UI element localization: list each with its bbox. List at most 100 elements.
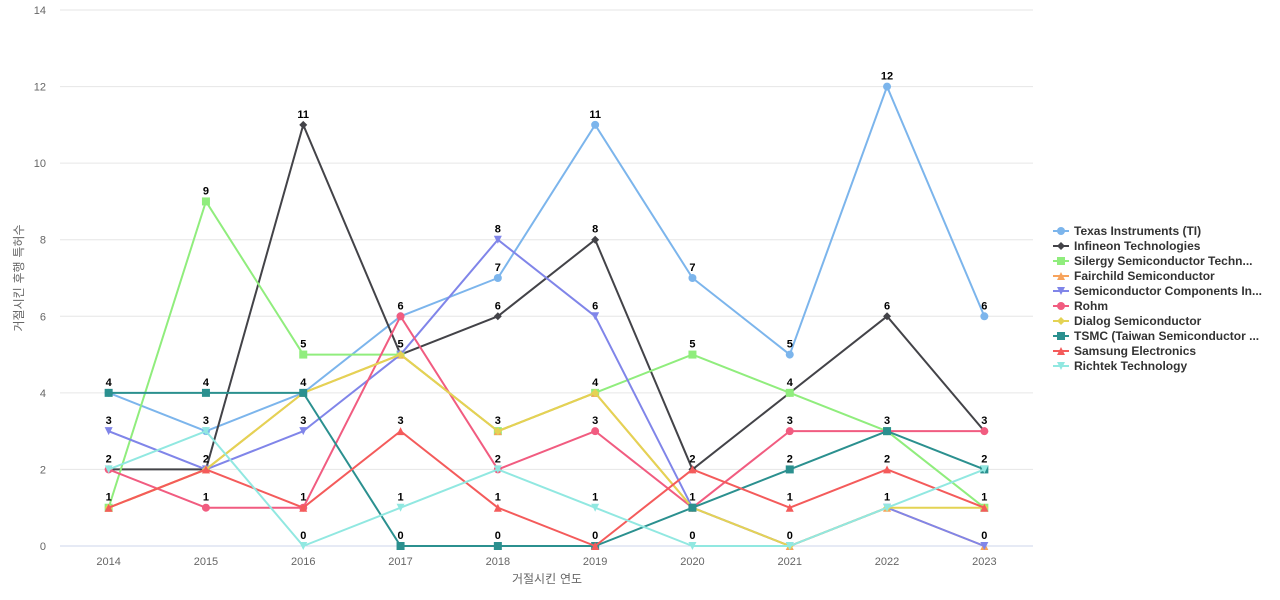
data-point bbox=[591, 542, 600, 550]
y-tick-label: 4 bbox=[40, 388, 46, 400]
data-label: 3 bbox=[787, 415, 793, 427]
legend-item[interactable]: Silergy Semiconductor Techn... bbox=[1053, 254, 1252, 268]
data-label: 6 bbox=[884, 300, 890, 312]
data-point bbox=[980, 427, 989, 436]
data-label: 4 bbox=[203, 377, 210, 389]
legend-marker bbox=[1057, 272, 1065, 280]
legend-label: Texas Instruments (TI) bbox=[1074, 224, 1201, 238]
data-label: 3 bbox=[397, 415, 403, 427]
legend-marker bbox=[1057, 287, 1065, 295]
legend-marker bbox=[1057, 227, 1065, 235]
data-label: 3 bbox=[300, 415, 306, 427]
data-point bbox=[299, 427, 308, 436]
data-point bbox=[591, 427, 600, 436]
legend-marker bbox=[1057, 242, 1065, 250]
data-label: 5 bbox=[689, 339, 695, 351]
data-point bbox=[591, 388, 600, 397]
data-label: 2 bbox=[689, 453, 695, 465]
legend-label: Samsung Electronics bbox=[1074, 344, 1196, 358]
x-tick-label: 2019 bbox=[583, 556, 607, 568]
data-label: 9 bbox=[203, 185, 209, 197]
data-point bbox=[883, 82, 892, 91]
series-line bbox=[108, 315, 985, 509]
data-point bbox=[201, 388, 210, 397]
y-axis-title: 거절시킨 후행 특허수 bbox=[11, 225, 26, 332]
legend-item[interactable]: TSMC (Taiwan Semiconductor ... bbox=[1053, 329, 1259, 343]
data-label: 2 bbox=[981, 453, 987, 465]
data-label: 0 bbox=[592, 530, 598, 542]
legend-item[interactable]: Samsung Electronics bbox=[1053, 344, 1196, 358]
data-label: 3 bbox=[106, 415, 112, 427]
data-label: 2 bbox=[495, 453, 501, 465]
data-point bbox=[785, 350, 794, 359]
data-label: 8 bbox=[495, 224, 501, 236]
series-2 bbox=[104, 197, 989, 512]
data-point bbox=[299, 542, 308, 550]
x-tick-label: 2017 bbox=[388, 556, 412, 568]
data-point bbox=[883, 465, 892, 474]
legend-label: Infineon Technologies bbox=[1074, 239, 1201, 253]
legend-item[interactable]: Infineon Technologies bbox=[1053, 239, 1201, 253]
data-point bbox=[299, 503, 308, 512]
data-label: 1 bbox=[300, 492, 306, 504]
data-label: 1 bbox=[981, 492, 987, 504]
x-tick-label: 2016 bbox=[291, 556, 315, 568]
legend-label: Semiconductor Components In... bbox=[1074, 284, 1262, 298]
x-tick-label: 2014 bbox=[96, 556, 120, 568]
data-label: 3 bbox=[495, 415, 501, 427]
data-label: 0 bbox=[397, 530, 403, 542]
y-axis-ticks: 0 2 4 6 8 10 12 14 bbox=[34, 5, 46, 553]
data-label: 6 bbox=[397, 300, 403, 312]
x-tick-label: 2015 bbox=[194, 556, 218, 568]
series-9 bbox=[104, 427, 989, 550]
data-point bbox=[493, 465, 502, 474]
data-label: 0 bbox=[981, 530, 987, 542]
x-tick-label: 2018 bbox=[486, 556, 510, 568]
data-label: 2 bbox=[884, 453, 890, 465]
data-point bbox=[201, 197, 210, 206]
series-layer bbox=[104, 82, 989, 550]
x-axis-title: 거절시킨 연도 bbox=[512, 572, 582, 586]
data-label: 3 bbox=[592, 415, 598, 427]
data-point bbox=[883, 427, 892, 436]
legend-item[interactable]: Rohm bbox=[1053, 299, 1108, 313]
data-point bbox=[396, 542, 405, 550]
legend-item[interactable]: Fairchild Semiconductor bbox=[1053, 269, 1215, 283]
legend-item[interactable]: Semiconductor Components In... bbox=[1053, 284, 1262, 298]
data-label: 1 bbox=[787, 492, 793, 504]
data-label: 1 bbox=[106, 492, 112, 504]
data-point bbox=[785, 388, 794, 397]
y-tick-label: 14 bbox=[34, 5, 46, 17]
legend-item[interactable]: Richtek Technology bbox=[1053, 359, 1187, 373]
data-label: 8 bbox=[592, 224, 598, 236]
legend: Texas Instruments (TI)Infineon Technolog… bbox=[1053, 224, 1262, 373]
data-point bbox=[785, 542, 794, 550]
data-point bbox=[883, 312, 892, 321]
data-point bbox=[688, 274, 697, 282]
data-label: 1 bbox=[884, 492, 890, 504]
x-axis-ticks: 2014 2015 2016 2017 2018 2019 2020 2021 2022 2023 bbox=[96, 556, 996, 568]
data-point bbox=[104, 503, 113, 512]
series-0 bbox=[104, 82, 989, 436]
data-point bbox=[688, 503, 697, 512]
data-label: 6 bbox=[495, 300, 501, 312]
x-tick-label: 2022 bbox=[875, 556, 899, 568]
data-point bbox=[104, 427, 113, 436]
legend-label: Dialog Semiconductor bbox=[1074, 314, 1202, 328]
legend-marker bbox=[1057, 257, 1065, 265]
data-label: 5 bbox=[787, 339, 793, 351]
y-tick-label: 12 bbox=[34, 82, 46, 94]
data-point bbox=[785, 503, 794, 512]
y-tick-label: 10 bbox=[34, 158, 46, 170]
data-point bbox=[299, 350, 308, 359]
data-point bbox=[591, 503, 600, 512]
data-point bbox=[980, 542, 989, 550]
data-label: 4 bbox=[300, 377, 307, 389]
legend-item[interactable]: Texas Instruments (TI) bbox=[1053, 224, 1201, 238]
data-point bbox=[201, 465, 210, 474]
series-line bbox=[108, 85, 986, 433]
y-tick-label: 8 bbox=[40, 235, 46, 247]
data-label: 12 bbox=[881, 71, 893, 83]
legend-item[interactable]: Dialog Semiconductor bbox=[1053, 314, 1202, 328]
